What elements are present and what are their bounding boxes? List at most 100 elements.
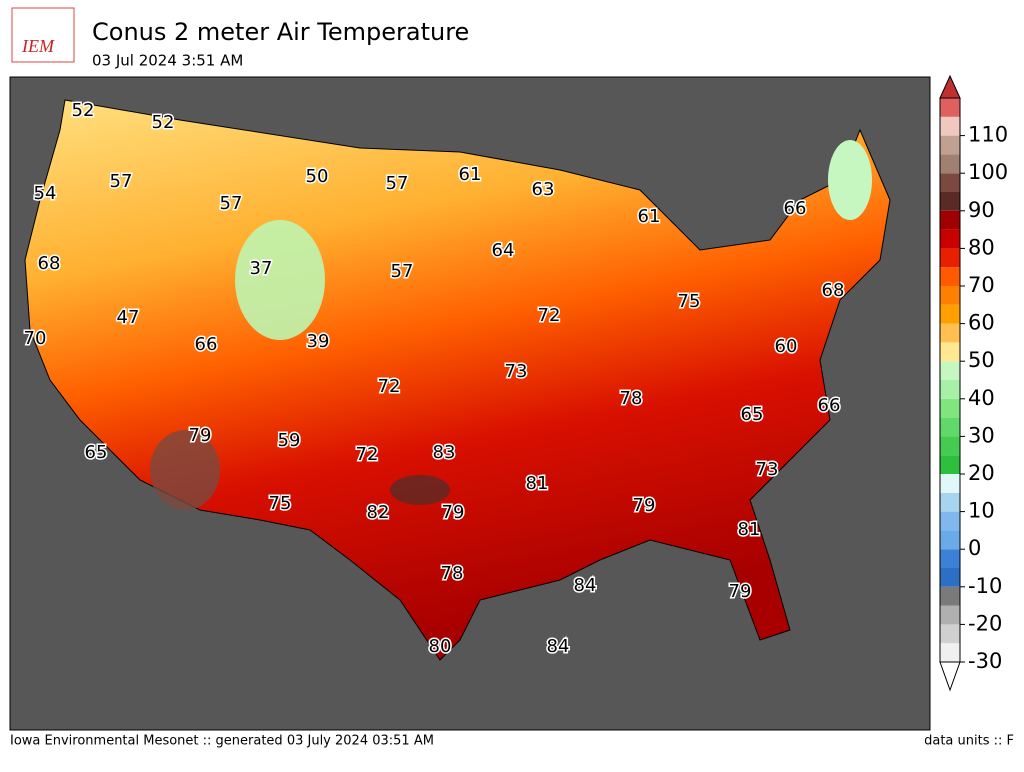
temperature-label: 52 [152,112,175,133]
colorbar-bin [940,323,960,343]
labels: 52 52 54 57 57 50 57 61 63 61 66 68 37 57 64 47 66 39 72 75… [22,99,846,659]
temperature-label: 79 [189,425,212,446]
colorbar-tick-label: 50 [968,348,995,372]
cool-area [235,220,325,340]
temperature-label: 79 [633,495,656,516]
colorbar-tick-label: 0 [968,536,981,560]
colorbar-tick-label: 100 [968,160,1008,184]
colorbar-bin [940,417,960,437]
temperature-label: 84 [574,575,597,596]
colorbar-bin [940,304,960,324]
colorbar-bin [940,549,960,568]
colorbar-tick-label: -10 [968,574,1002,598]
temperature-label: 83 [433,442,456,463]
colorbar-bin [940,605,960,625]
colorbar-bin [940,342,960,362]
temperature-label: 57 [110,171,133,192]
hot-area [390,475,450,505]
temperature-label: 72 [378,376,401,397]
cool-area [828,140,872,220]
temperature-label: 79 [729,581,752,602]
temperature-label: 73 [756,459,779,480]
temperature-label: 60 [775,336,798,357]
temperature-label: 61 [638,206,661,227]
colorbar-bin [940,530,960,550]
colorbar-bin [940,210,960,230]
colorbar-tick-label: 110 [968,123,1008,147]
colorbar-tick-label: 40 [968,386,995,410]
title: Conus 2 meter Air Temperature [92,18,469,46]
logo-text: IEM [21,36,55,56]
footer-left: Iowa Environmental Mesonet :: generated … [10,734,434,749]
temperature-label: 72 [538,305,561,326]
colorbar-bin [940,229,960,249]
temperature-label: 57 [220,193,243,214]
colorbar-bin [940,173,960,192]
temperature-label: 39 [307,331,330,352]
temperature-label: 68 [38,253,61,274]
colorbar-bin [940,643,960,662]
temperature-label: 65 [741,404,764,425]
hot-area [150,430,220,510]
temperature-label: 64 [492,240,515,261]
colorbar-tick-label: 20 [968,461,995,485]
conus [24,99,891,661]
colorbar-bin [940,474,960,493]
temperature-label: 57 [386,173,409,194]
footer-right: data units :: F [924,734,1014,749]
colorbar-bin [940,248,960,268]
colorbar-bin [940,380,960,399]
temperature-label: 72 [356,444,379,465]
colorbar-tick-label: 60 [968,311,995,335]
temperature-label: 59 [278,430,301,451]
colorbar-tick-label: 80 [968,235,995,259]
colorbar-tick-label: 30 [968,423,995,447]
temperature-label: 84 [547,636,570,657]
colorbar-bin [940,286,960,305]
colorbar-frame [939,97,961,663]
colorbar-tick-label: 70 [968,273,995,297]
colorbar-bin [940,492,960,512]
temperature-label: 61 [459,164,482,185]
colorbar-end [939,661,961,692]
colorbar-bin [940,398,960,418]
colorbar-bin [940,116,960,136]
colorbar-bin [940,436,960,456]
temperature-label: 75 [678,291,701,312]
temperature-label: 66 [784,198,807,219]
temperature-label: 66 [195,334,218,355]
temperature-label: 81 [738,519,761,540]
colorbar-tick-label: 90 [968,198,995,222]
temperature-label: 66 [818,395,841,416]
colorbar-bin [940,586,960,606]
colorbar-end [939,74,961,99]
temperature-label: 54 [34,183,57,204]
temperature-label: 78 [441,563,464,584]
temperature-label: 57 [391,261,414,282]
temperature-label: 37 [250,258,273,279]
colorbar-bin [940,154,960,174]
temperature-label: 68 [822,280,845,301]
temperature-label: 50 [306,166,329,187]
colorbar-bin [940,135,960,155]
temperature-label: 81 [526,473,549,494]
temperature-label: 79 [442,502,465,523]
colorbar-bin [940,624,960,644]
logo [11,7,75,63]
temperature-label: 73 [505,361,528,382]
temperature-label: 70 [24,328,47,349]
colorbar-bin [940,98,960,117]
colorbar-bin [940,455,960,474]
colorbar-tick-label: 10 [968,499,995,523]
temperature-label: 82 [367,502,390,523]
colorbar-bin [940,361,960,380]
temperature-label: 63 [532,179,555,200]
subtitle: 03 Jul 2024 3:51 AM [92,52,243,70]
colorbar-bin [940,192,960,211]
temperature-label: 75 [269,493,292,514]
colorbar-tick-label: -30 [968,649,1002,673]
temperature-label: 47 [117,307,140,328]
colorbar-bin [940,511,960,531]
temperature-label: 80 [429,636,452,657]
